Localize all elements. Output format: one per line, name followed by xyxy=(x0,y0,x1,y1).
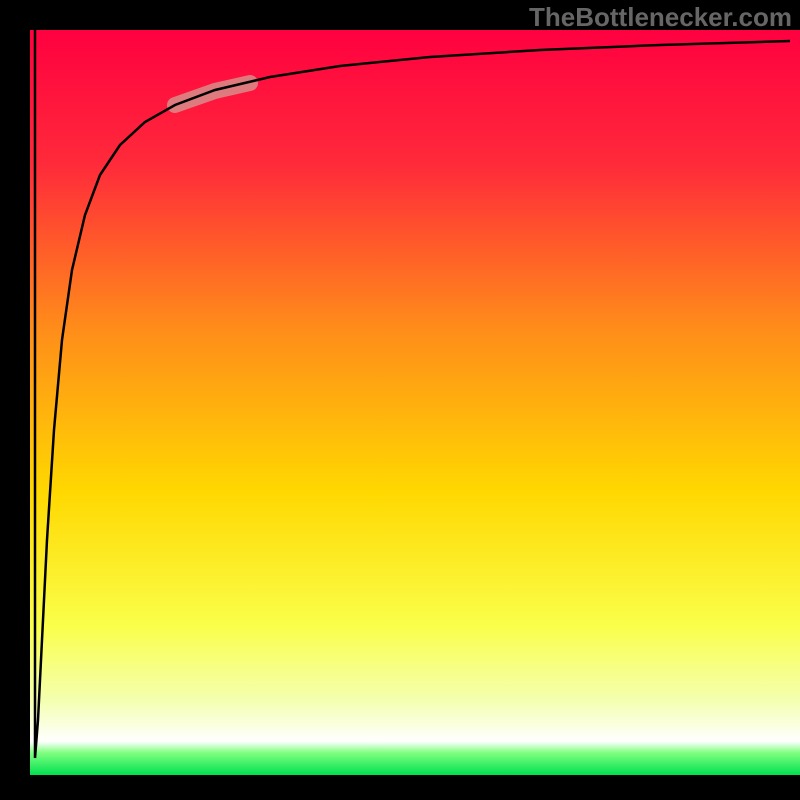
watermark-text: TheBottlenecker.com xyxy=(529,2,792,33)
bottleneck-chart xyxy=(0,0,800,800)
chart-container: TheBottlenecker.com xyxy=(0,0,800,800)
plot-gradient-background xyxy=(30,30,800,775)
